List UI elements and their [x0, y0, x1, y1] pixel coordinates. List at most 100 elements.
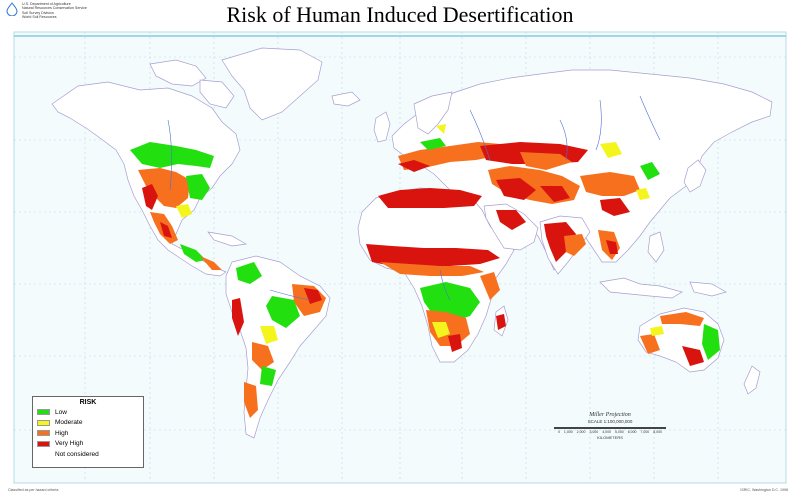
scale-segment [638, 427, 652, 429]
rivers [167, 95, 661, 301]
risk-na-low-2 [186, 174, 210, 200]
projection-name: Miller Projection [589, 412, 631, 418]
legend-title: RISK [79, 399, 97, 406]
risk-eafrica-high [480, 272, 500, 300]
risk-na-yellow [176, 204, 192, 218]
risk-eu-yellow [436, 124, 446, 134]
risk-na-vh-1 [142, 184, 158, 210]
risk-india-vh [544, 222, 576, 262]
scale-tick: 2,000 [576, 430, 586, 434]
agency-block: U.S. Department of Agriculture Natural R… [6, 2, 126, 19]
risk-sa-high-3 [244, 382, 258, 418]
japan [683, 159, 707, 193]
risk-china-vh [600, 198, 630, 216]
risk-sahel-high [380, 262, 484, 276]
new-guinea [689, 281, 727, 297]
scale-tick: 1,000 [563, 430, 573, 434]
legend-swatch-not-considered [37, 451, 50, 458]
legend-label: Not considered [55, 450, 99, 458]
scale-segment [610, 427, 624, 429]
scale-segment [596, 427, 610, 429]
scale-tick: 3,000 [589, 430, 599, 434]
usda-logo-icon [6, 2, 18, 16]
risk-aus-yellow [650, 326, 664, 336]
legend-swatch-very-high [37, 440, 50, 447]
risk-nafrica-vh [378, 188, 482, 208]
risk-arabia-vh [496, 210, 526, 230]
risk-aus-high-1 [660, 312, 704, 326]
risk-india-high [564, 234, 586, 256]
legend-label: Moderate [55, 419, 83, 427]
iceland [331, 91, 361, 107]
risk-sa-low-3 [260, 366, 276, 386]
risk-mongolia-yellow [600, 142, 622, 158]
scale-tick: 5,000 [614, 430, 624, 434]
legend-item-very-high: Very High [37, 439, 139, 450]
risk-sa-yellow [260, 326, 278, 344]
scale-bar [520, 427, 700, 429]
legend-item-moderate: Moderate [37, 418, 139, 429]
risk-ru-high [520, 152, 572, 170]
agency-line: Natural Resources Conservation Service [22, 6, 87, 11]
scale-units: KILOMETERS [597, 435, 623, 440]
legend-swatch-moderate [37, 419, 50, 426]
baffin-island [199, 79, 235, 109]
legend-label: High [55, 429, 69, 437]
legend-swatch-low [37, 409, 50, 416]
new-zealand [743, 365, 761, 395]
footer-credit: ISRIC, Washington D.C. 1998 [740, 488, 788, 492]
risk-na-high-1 [138, 168, 190, 208]
risk-aus-vh [682, 346, 704, 366]
risk-se-asia-vh [606, 240, 618, 254]
scale-tick: 8,000 [653, 430, 663, 434]
risk-aus-low [702, 324, 720, 360]
footer-note: Classified as per hazard criteria [8, 488, 59, 492]
risk-me-vh [496, 178, 536, 200]
agency-line: U.S. Department of Agriculture [22, 2, 71, 6]
risk-sa-low-2 [266, 296, 300, 328]
scale-segment [568, 427, 582, 429]
risk-eu-low [420, 138, 446, 150]
greenland [221, 47, 323, 121]
risk-madagascar-vh [496, 314, 506, 330]
legend-item-not-considered: Not considered [37, 449, 139, 460]
scale-segment [652, 427, 666, 429]
legend-item-low: Low [37, 407, 139, 418]
scale-tick: 4,000 [602, 430, 611, 434]
arctic-islands [149, 59, 207, 87]
risk-safrica-vh [448, 334, 462, 352]
risk-aus-high-2 [640, 334, 660, 354]
risk-sahel-vh [366, 244, 500, 266]
scandinavia [413, 91, 453, 135]
risk-me-vh-2 [540, 186, 570, 202]
risk-sa-high-2 [252, 342, 274, 370]
projection-block: Miller Projection SCALE 1:100,000,000 0 … [520, 412, 700, 440]
scale-segment [554, 427, 568, 429]
agency-line: Soil Survey Division [22, 10, 54, 15]
indonesia [599, 277, 683, 299]
risk-ca-low [180, 244, 206, 262]
risk-eu-high [398, 142, 500, 170]
risk-eu-vh [398, 160, 430, 172]
scale-segment [582, 427, 596, 429]
british-isles [373, 111, 391, 143]
legend-swatch-high [37, 430, 50, 437]
legend-label: Low [55, 408, 67, 416]
risk-legend: RISK Low Moderate High Very High Not con… [32, 396, 144, 468]
risk-na-low-1 [130, 142, 214, 168]
risk-sa-low-1 [236, 262, 262, 284]
scale-tick: 0 [557, 430, 560, 434]
scale-tick: 7,000 [640, 430, 650, 434]
caribbean [207, 231, 248, 247]
legend-item-high: High [37, 428, 139, 439]
risk-ca-high [200, 256, 222, 270]
agency-line: World Soil Resources [22, 14, 57, 19]
philippines [647, 231, 665, 263]
legend-label: Very High [55, 440, 84, 448]
scale-ticks: 0 1,000 2,000 3,000 4,000 5,000 6,000 7,… [520, 430, 700, 434]
risk-china-low [640, 162, 660, 180]
risk-overlays [130, 124, 720, 418]
risk-asia-yellow [636, 188, 650, 200]
risk-sa-vh-2 [232, 298, 244, 336]
